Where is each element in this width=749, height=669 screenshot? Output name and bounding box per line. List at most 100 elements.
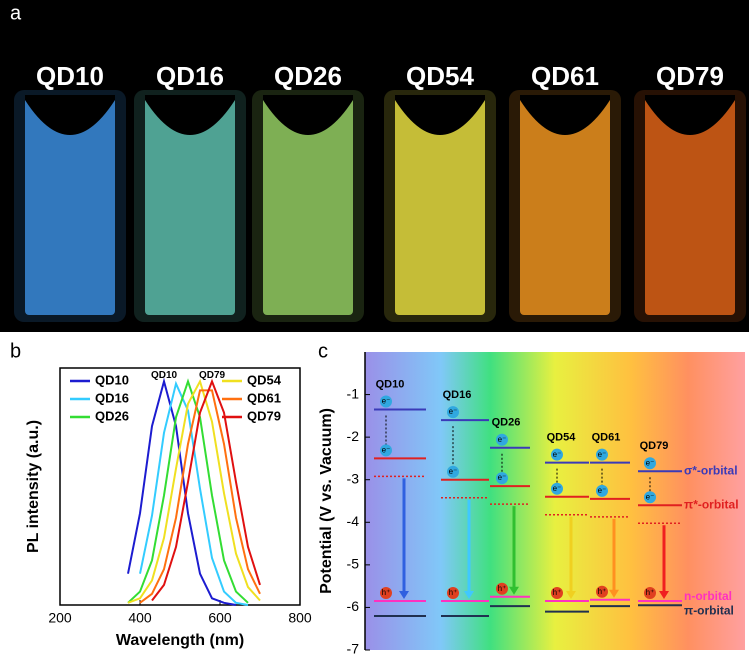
y-tick-label: -7 — [347, 641, 360, 657]
y-tick-label: -5 — [347, 556, 360, 572]
series-line — [127, 378, 249, 604]
particle-label: h⁺ — [449, 588, 458, 597]
legend-label: QD10 — [95, 372, 129, 387]
panel-label: c — [318, 340, 328, 362]
particle — [496, 582, 508, 595]
particle — [644, 491, 656, 504]
level-label: π*-orbital — [684, 497, 739, 511]
particle — [551, 448, 563, 461]
column-label: QD79 — [640, 440, 669, 452]
arrow-head — [566, 591, 576, 600]
particle — [596, 448, 608, 461]
y-tick-label: -4 — [347, 513, 360, 529]
vial-label: QD79 — [656, 61, 724, 91]
particle-label: e⁻ — [598, 450, 607, 459]
x-tick-label: 800 — [288, 610, 312, 626]
particle — [447, 587, 459, 600]
plot-frame — [59, 367, 301, 606]
vial-label: QD16 — [156, 61, 224, 91]
particle — [596, 484, 608, 497]
x-tick-label: 600 — [208, 610, 232, 626]
column-label: QD16 — [443, 389, 472, 401]
arrow-head — [464, 591, 474, 600]
column-label: QD10 — [376, 378, 405, 390]
level-label: σ*-orbital — [684, 463, 738, 477]
vial-label: QD61 — [531, 61, 599, 91]
particle — [551, 482, 563, 495]
particle-label: e⁻ — [382, 446, 391, 455]
legend-label: QD16 — [95, 390, 129, 405]
particle — [496, 433, 508, 446]
particle-label: e⁻ — [498, 435, 507, 444]
particle — [644, 457, 656, 470]
arrow-head — [609, 589, 619, 598]
vial — [520, 95, 610, 315]
panel-label: a — [10, 2, 22, 24]
particle-label: e⁻ — [449, 467, 458, 476]
series-line — [127, 378, 261, 604]
particle — [596, 585, 608, 598]
meniscus — [25, 95, 115, 135]
y-tick-label: -2 — [347, 428, 360, 444]
annotation: QD10 — [151, 370, 178, 381]
arrow-head — [659, 591, 669, 600]
particle-label: e⁻ — [498, 473, 507, 482]
particle-label: e⁻ — [598, 486, 607, 495]
particle — [447, 465, 459, 478]
particle-label: e⁻ — [646, 458, 655, 467]
column-label: QD54 — [547, 432, 577, 444]
meniscus — [520, 95, 610, 135]
vial — [25, 95, 115, 315]
legend-label: QD26 — [95, 408, 129, 423]
particle — [380, 587, 392, 600]
vial — [395, 95, 485, 315]
arrow-head — [399, 591, 409, 600]
particle — [644, 587, 656, 600]
particle-label: h⁺ — [598, 587, 607, 596]
column-label: QD61 — [592, 432, 621, 444]
vial — [145, 95, 235, 315]
level-label: π-orbital — [684, 603, 734, 617]
particle-label: e⁻ — [449, 407, 458, 416]
column-label: QD26 — [492, 417, 521, 429]
particle — [380, 395, 392, 408]
meniscus — [645, 95, 735, 135]
panel-label: b — [10, 340, 21, 362]
particle — [496, 472, 508, 485]
particle — [380, 444, 392, 457]
x-tick-label: 200 — [48, 610, 72, 626]
x-axis-label: Wavelength (nm) — [116, 632, 244, 649]
particle-label: e⁻ — [553, 450, 562, 459]
particle-label: e⁻ — [646, 492, 655, 501]
y-axis-label: PL intensity (a.u.) — [25, 420, 42, 553]
legend-label: QD54 — [247, 372, 282, 387]
y-tick-label: -1 — [347, 385, 360, 401]
legend-label: QD79 — [247, 408, 281, 423]
particle-label: h⁺ — [498, 584, 507, 593]
meniscus — [145, 95, 235, 135]
y-tick-label: -6 — [347, 598, 360, 614]
vial — [263, 95, 353, 315]
y-tick-label: -3 — [347, 470, 360, 486]
particle-label: e⁻ — [382, 397, 391, 406]
particle-label: h⁺ — [646, 588, 655, 597]
series-line — [151, 378, 261, 602]
vial — [645, 95, 735, 315]
particle-label: e⁻ — [553, 484, 562, 493]
vial-label: QD26 — [274, 61, 342, 91]
meniscus — [263, 95, 353, 135]
annotation: QD79 — [199, 370, 226, 381]
arrow-head — [509, 586, 519, 595]
y-axis-label: Potential (V vs. Vacuum) — [318, 408, 335, 594]
level-label: n-orbital — [684, 589, 732, 603]
vial-label: QD54 — [406, 61, 474, 91]
vial-label: QD10 — [36, 61, 104, 91]
legend-label: QD61 — [247, 390, 281, 405]
x-tick-label: 400 — [128, 610, 152, 626]
photo-background — [0, 0, 749, 332]
series-line — [127, 377, 237, 606]
particle — [447, 406, 459, 419]
particle-label: h⁺ — [382, 588, 391, 597]
meniscus — [395, 95, 485, 135]
